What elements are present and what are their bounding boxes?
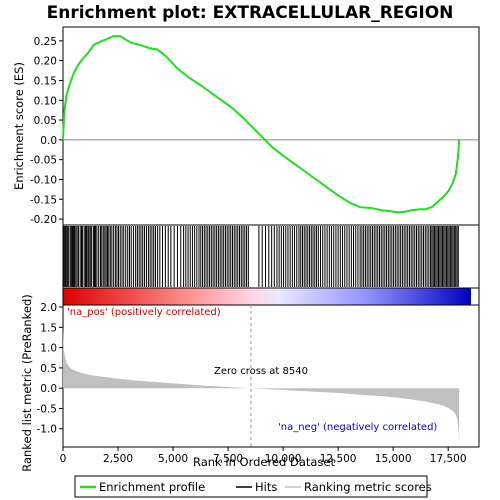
metric-y-tick-label: 0.5 <box>40 363 57 375</box>
metric-y-tick-label: 0.0 <box>40 383 57 395</box>
metric-y-tick-label: -0.5 <box>37 403 58 415</box>
metric-y-axis-label: Ranked list metric (PreRanked) <box>20 294 34 472</box>
es-y-axis-label: Enrichment score (ES) <box>12 62 26 190</box>
x-tick-label: 12,500 <box>320 453 357 465</box>
x-tick-label: 17,500 <box>430 453 467 465</box>
es-y-tick-label: 0.15 <box>34 75 57 87</box>
es-y-tick-label: 0.25 <box>34 36 57 48</box>
positive-correlation-label: 'na_pos' (positively correlated) <box>67 307 221 318</box>
es-y-ticks: 0.25 0.20 0.15 0.10 0.05 0.0 -0.05 -0.10 -0.15 -0… <box>30 36 63 226</box>
metric-y-tick-label: 1.0 <box>40 343 57 355</box>
x-tick-label: 15,000 <box>375 453 412 465</box>
es-plot-frame <box>62 26 480 226</box>
legend-label-enrichment: Enrichment profile <box>99 480 205 494</box>
x-tick-label: 0 <box>60 453 67 465</box>
es-y-tick-label: -0.15 <box>30 194 57 206</box>
es-y-tick-label: 0.10 <box>34 95 57 107</box>
hits-panel <box>62 224 480 289</box>
es-y-tick-label: -0.20 <box>30 214 57 226</box>
metric-panel: 2.0 1.5 1.0 0.5 0.0 -0.5 -1.0 0 2,500 5,000 7,500… <box>20 294 480 472</box>
zero-cross-label: Zero cross at 8540 <box>214 366 308 377</box>
metric-x-ticks: 0 2,500 5,000 7,500 10,000 12,500 15,000 17,500 <box>60 447 467 465</box>
es-y-tick-label: -0.05 <box>30 155 57 167</box>
legend-label-ranking: Ranking metric scores <box>304 480 432 494</box>
ranking-metric-area <box>63 327 460 443</box>
negative-correlation-label: 'na_neg' (negatively correlated) <box>278 422 437 433</box>
legend: Enrichment profile Hits Ranking metric s… <box>74 475 432 498</box>
metric-y-tick-label: 2.0 <box>40 302 57 314</box>
metric-y-tick-label: 1.5 <box>40 322 57 334</box>
hit-marks <box>62 226 459 287</box>
x-tick-label: 7,500 <box>213 453 243 465</box>
x-tick-label: 10,000 <box>265 453 302 465</box>
es-y-tick-label: -0.10 <box>30 174 57 186</box>
legend-label-hits: Hits <box>255 480 277 494</box>
es-y-tick-label: 0.0 <box>40 135 57 147</box>
rank-color-bar <box>63 288 471 305</box>
es-y-tick-label: 0.20 <box>34 56 57 68</box>
es-y-tick-label: 0.05 <box>34 115 57 127</box>
metric-y-tick-label: -1.0 <box>37 424 58 436</box>
x-tick-label: 5,000 <box>158 453 188 465</box>
metric-plot-frame <box>62 304 480 448</box>
enrichment-profile-line <box>62 35 461 214</box>
x-axis-label: Rank in Ordered Dataset <box>193 455 336 469</box>
x-tick-label: 2,500 <box>103 453 133 465</box>
es-panel: 0.25 0.20 0.15 0.10 0.05 0.0 -0.05 -0.10 -0.15 -0… <box>12 26 480 226</box>
chart-title: Enrichment plot: EXTRACELLULAR_REGION <box>47 3 454 23</box>
metric-y-ticks: 2.0 1.5 1.0 0.5 0.0 -0.5 -1.0 <box>37 302 63 436</box>
